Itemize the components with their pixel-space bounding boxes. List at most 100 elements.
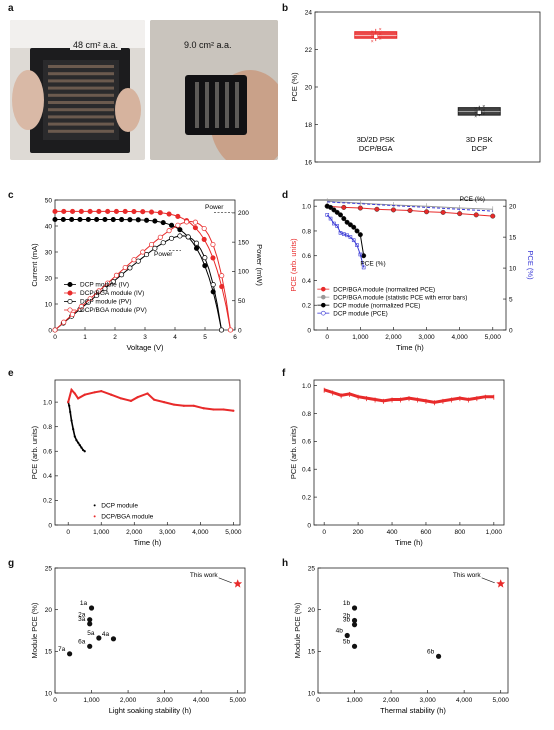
box-point: × bbox=[474, 114, 477, 120]
series-marker bbox=[193, 240, 200, 246]
x-tick-label: 5 bbox=[203, 334, 207, 341]
box-mean bbox=[373, 34, 379, 39]
y-tick-label: 15 bbox=[45, 649, 53, 656]
y-tick-label: 1.0 bbox=[43, 399, 52, 406]
series-marker bbox=[341, 216, 347, 222]
x-tick-label: 1,000 bbox=[486, 529, 503, 536]
x-tick-label: 200 bbox=[353, 529, 364, 536]
legend-label: DCP module (IV) bbox=[80, 282, 129, 289]
plot-frame bbox=[314, 11, 541, 163]
series-marker bbox=[119, 397, 123, 400]
x-tick-label: 2,000 bbox=[126, 529, 143, 536]
series-marker bbox=[140, 249, 146, 255]
x-tick-label: 0 bbox=[66, 529, 70, 536]
series-marker bbox=[110, 216, 116, 223]
series-marker bbox=[347, 222, 353, 228]
x-tick-label: 5,000 bbox=[485, 334, 502, 341]
series-marker bbox=[131, 208, 137, 215]
series-marker bbox=[94, 216, 100, 223]
legend-marker bbox=[67, 281, 73, 288]
series-marker bbox=[93, 391, 96, 394]
series-marker bbox=[119, 272, 125, 278]
cell-stripe bbox=[215, 82, 219, 128]
y-tick-label: 10 bbox=[45, 301, 53, 308]
x-axis-label: Light soaking stability (h) bbox=[109, 706, 192, 715]
y-tick-label: 0.2 bbox=[302, 303, 311, 310]
series-marker bbox=[136, 396, 139, 399]
y-tick-label: 15 bbox=[308, 649, 316, 656]
y-tick-label: 50 bbox=[45, 197, 53, 204]
legend-marker bbox=[93, 515, 96, 518]
series-marker bbox=[354, 228, 360, 234]
y-tick-label: 0 bbox=[48, 327, 52, 334]
point-label: 5a bbox=[87, 630, 95, 637]
series-marker bbox=[358, 252, 363, 257]
x-tick-label: 800 bbox=[454, 529, 465, 536]
x-tick-label: 4,000 bbox=[192, 529, 209, 536]
series-marker bbox=[162, 401, 166, 404]
series-marker bbox=[78, 304, 84, 310]
x-tick-label: 1,000 bbox=[83, 697, 100, 704]
series-marker bbox=[52, 327, 58, 333]
series-marker bbox=[344, 219, 350, 225]
x-tick-label: 0 bbox=[316, 697, 320, 704]
series-marker bbox=[148, 209, 155, 215]
series-marker bbox=[328, 204, 334, 210]
y-tick-label: 0 bbox=[48, 522, 52, 529]
photo-caption-48: 48 cm² a.a. bbox=[70, 40, 122, 50]
series-marker bbox=[348, 235, 353, 239]
y-tick-label: 22 bbox=[305, 47, 313, 54]
cell-stripe bbox=[48, 79, 114, 83]
y-tick-label: 10 bbox=[45, 690, 53, 697]
legend-label: DCP/BGA module (PV) bbox=[80, 307, 147, 314]
x-axis-label: Time (h) bbox=[134, 538, 162, 547]
series-marker bbox=[331, 207, 337, 213]
series-marker bbox=[81, 448, 85, 452]
series-marker bbox=[182, 404, 185, 407]
series-marker bbox=[351, 238, 356, 243]
series-marker bbox=[390, 207, 396, 213]
series-marker bbox=[335, 224, 339, 228]
x-tick-label: 4,000 bbox=[452, 334, 469, 341]
series-marker bbox=[52, 208, 58, 214]
legend-label: DCP/BGA module (normalized PCE) bbox=[333, 286, 435, 293]
series-marker bbox=[351, 224, 357, 230]
data-point bbox=[87, 617, 93, 623]
series-line bbox=[327, 200, 493, 210]
series-marker bbox=[334, 209, 340, 215]
y2-axis-label: Power (mW) bbox=[255, 244, 264, 286]
series-marker bbox=[175, 213, 181, 219]
series-marker bbox=[129, 399, 133, 402]
series-line bbox=[67, 387, 234, 412]
x-tick-label: 3,000 bbox=[418, 334, 435, 341]
series-marker bbox=[201, 225, 207, 232]
series-marker bbox=[210, 255, 216, 261]
y2-tick-label: 15 bbox=[509, 234, 517, 241]
point-label: 4b bbox=[336, 628, 344, 635]
series-marker bbox=[69, 410, 72, 414]
series-marker bbox=[110, 393, 113, 396]
panel-f-label: f bbox=[282, 368, 286, 379]
x-axis-label: Voltage (V) bbox=[126, 343, 164, 352]
panel-b-label: b bbox=[282, 3, 289, 14]
series-marker bbox=[160, 240, 166, 246]
plot-frame bbox=[313, 379, 505, 526]
cell-stripe bbox=[48, 93, 114, 97]
series-marker bbox=[127, 217, 133, 223]
legend-marker bbox=[67, 307, 73, 313]
y2-tick-label: 5 bbox=[509, 296, 513, 303]
x-tick-label: 3 bbox=[143, 334, 147, 341]
series-marker bbox=[222, 408, 225, 411]
category-label: 3D/2D PSK bbox=[357, 135, 395, 144]
series-marker bbox=[83, 450, 86, 453]
y-tick-label: 40 bbox=[45, 223, 53, 230]
series-marker bbox=[72, 428, 75, 431]
series-marker bbox=[338, 231, 343, 235]
series-marker bbox=[232, 409, 235, 412]
y-tick-label: 20 bbox=[45, 607, 53, 614]
star-label: This work bbox=[190, 572, 219, 579]
series-marker bbox=[192, 404, 195, 407]
series-marker bbox=[374, 206, 380, 212]
series-marker bbox=[166, 211, 172, 217]
